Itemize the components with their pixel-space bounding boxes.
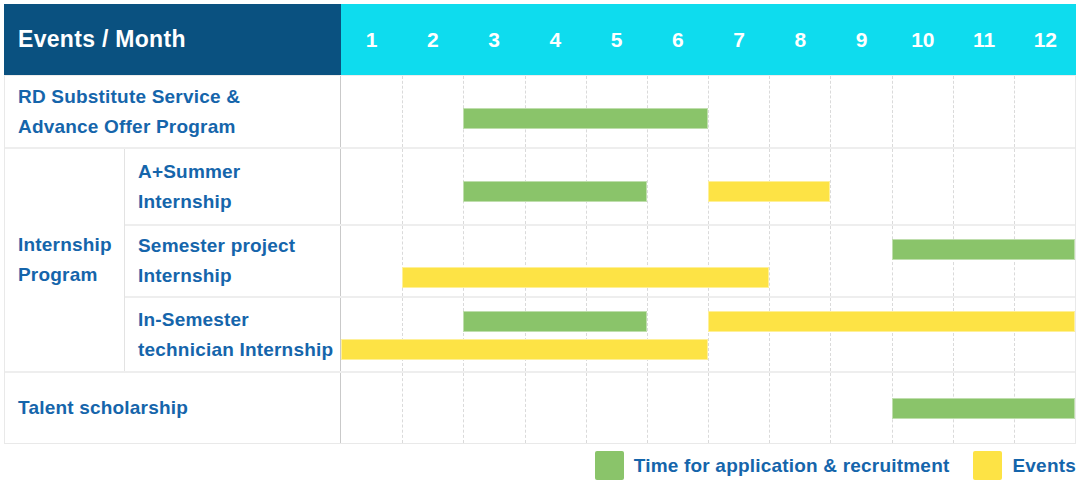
row-label-line: Internship — [138, 261, 340, 291]
month-gridline — [830, 226, 831, 296]
row-label-line: RD Substitute Service & — [18, 82, 340, 112]
month-gridline — [769, 76, 770, 147]
month-gridline — [892, 226, 893, 296]
row-label-line: Advance Offer Program — [18, 112, 340, 142]
table-row: A+Summer Internship — [125, 149, 1075, 224]
month-gridline — [708, 76, 709, 147]
month-gridline — [586, 373, 587, 443]
month-gridline — [892, 298, 893, 371]
table-row: RD Substitute Service & Advance Offer Pr… — [5, 76, 1075, 147]
month-gridline — [525, 298, 526, 371]
month-gridline — [1014, 149, 1015, 224]
table-header-row: Events / Month 123456789101112 — [4, 4, 1076, 75]
group-label-internship-program: Internship Program — [5, 149, 125, 371]
legend-label: Events — [1012, 455, 1076, 477]
row-label-line: Internship — [138, 187, 340, 217]
month-header-9: 9 — [831, 4, 892, 75]
legend: Time for application & recruitment Event… — [0, 451, 1076, 480]
month-gridline — [647, 298, 648, 371]
legend-label: Time for application & recruitment — [634, 455, 950, 477]
events-bar — [402, 267, 769, 288]
row-label-talent-scholarship: Talent scholarship — [5, 373, 341, 443]
month-header-7: 7 — [709, 4, 770, 75]
month-gridline — [769, 226, 770, 296]
month-gridline — [830, 373, 831, 443]
month-gridline — [402, 373, 403, 443]
month-gridline — [463, 373, 464, 443]
group-sub-rows: A+Summer Internship Semester project Int… — [125, 149, 1075, 371]
month-gridline — [892, 76, 893, 147]
month-header-4: 4 — [525, 4, 586, 75]
green-swatch-icon — [595, 451, 624, 480]
application-recruitment-bar — [463, 181, 647, 202]
timeline-cell — [341, 373, 1075, 443]
month-gridline — [525, 373, 526, 443]
month-gridline — [953, 76, 954, 147]
table-row: In-Semester technician Internship — [125, 296, 1075, 371]
gantt-chart: Events / Month 123456789101112 RD Substi… — [4, 4, 1076, 444]
month-gridline — [892, 149, 893, 224]
events-bar — [708, 181, 830, 202]
row-label-line: Talent scholarship — [18, 393, 340, 423]
month-gridline — [708, 373, 709, 443]
timeline-cell — [341, 149, 1075, 224]
month-header-12: 12 — [1015, 4, 1076, 75]
row-label-line: technician Internship — [138, 335, 340, 365]
table-row: Semester project Internship — [125, 224, 1075, 296]
month-gridline — [463, 298, 464, 371]
row-label-line: A+Summer — [138, 157, 340, 187]
month-gridline — [1014, 298, 1015, 371]
month-gridline — [1014, 226, 1015, 296]
month-gridline — [1014, 76, 1015, 147]
group-label-line: Internship — [18, 230, 124, 260]
month-gridline — [708, 298, 709, 371]
month-gridline — [647, 373, 648, 443]
month-gridline — [586, 298, 587, 371]
month-gridline — [953, 149, 954, 224]
table-row: Talent scholarship — [5, 371, 1075, 443]
row-label-a-plus-summer: A+Summer Internship — [125, 149, 341, 224]
events-month-header-cell: Events / Month — [4, 4, 341, 75]
month-gridline — [647, 149, 648, 224]
application-recruitment-bar — [892, 239, 1076, 260]
month-gridline — [402, 76, 403, 147]
timeline-cell — [341, 298, 1075, 371]
row-label-rd-substitute: RD Substitute Service & Advance Offer Pr… — [5, 76, 341, 147]
row-label-in-semester-technician: In-Semester technician Internship — [125, 298, 341, 371]
legend-item-events: Events — [973, 451, 1076, 480]
month-gridline — [402, 149, 403, 224]
application-recruitment-bar — [463, 311, 647, 332]
row-label-line: In-Semester — [138, 305, 340, 335]
table-body: RD Substitute Service & Advance Offer Pr… — [4, 75, 1076, 444]
month-gridline — [769, 373, 770, 443]
yellow-swatch-icon — [973, 451, 1002, 480]
month-header-10: 10 — [892, 4, 953, 75]
month-header-6: 6 — [647, 4, 708, 75]
month-header-2: 2 — [402, 4, 463, 75]
legend-item-application-recruitment: Time for application & recruitment — [595, 451, 950, 480]
month-header-5: 5 — [586, 4, 647, 75]
events-bar — [708, 311, 1075, 332]
timeline-cell — [341, 226, 1075, 296]
month-header-strip: 123456789101112 — [341, 4, 1076, 75]
month-header-3: 3 — [464, 4, 525, 75]
month-gridline — [953, 226, 954, 296]
row-label-semester-project: Semester project Internship — [125, 226, 341, 296]
month-gridline — [402, 298, 403, 371]
month-header-1: 1 — [341, 4, 402, 75]
group-label-line: Program — [18, 260, 124, 290]
internship-program-group: Internship Program A+Summer Internship S… — [5, 147, 1075, 371]
month-gridline — [830, 149, 831, 224]
month-header-11: 11 — [954, 4, 1015, 75]
month-gridline — [830, 76, 831, 147]
application-recruitment-bar — [892, 398, 1076, 419]
row-label-line: Semester project — [138, 231, 340, 261]
events-bar — [341, 339, 708, 360]
timeline-cell — [341, 76, 1075, 147]
month-gridline — [953, 298, 954, 371]
application-recruitment-bar — [463, 108, 708, 129]
month-header-8: 8 — [770, 4, 831, 75]
month-gridline — [769, 298, 770, 371]
month-gridline — [830, 298, 831, 371]
